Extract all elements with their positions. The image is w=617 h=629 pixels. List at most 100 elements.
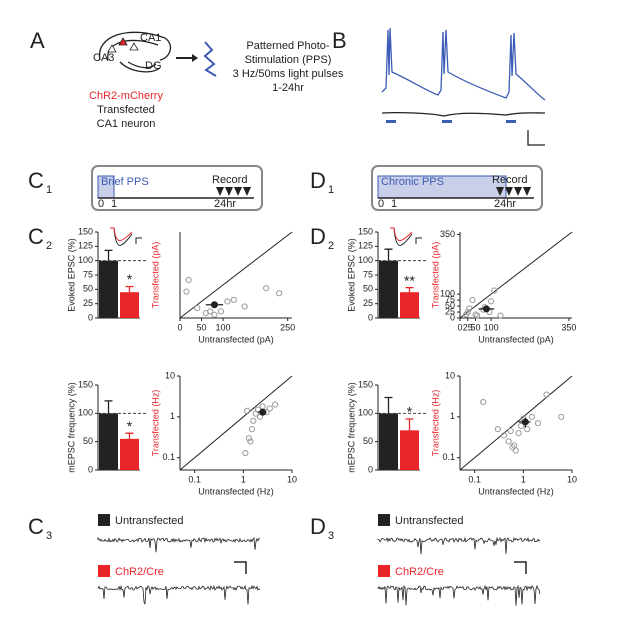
data-point xyxy=(466,305,473,312)
data-point xyxy=(558,413,565,420)
legend-swatch xyxy=(378,514,390,526)
y-tick-label: 350 xyxy=(440,229,455,239)
scale-bar xyxy=(415,237,422,244)
data-point xyxy=(242,449,249,457)
legend-label: ChR2/Cre xyxy=(395,566,444,578)
stim-label: Chronic PPS xyxy=(381,176,444,188)
y-axis-label: Transfected (pA) xyxy=(150,242,160,309)
region-label: CA1 xyxy=(140,32,161,44)
x-tick-label: 10 xyxy=(567,474,577,484)
legend-label: ChR2/Cre xyxy=(115,566,164,578)
data-point xyxy=(543,391,550,398)
x-tick-label: 1 xyxy=(241,474,246,484)
x-tick-label: 100 xyxy=(484,322,499,332)
data-point xyxy=(494,426,501,433)
time-label: 0 xyxy=(378,198,384,210)
data-point xyxy=(515,430,522,437)
y-tick-label: 50 xyxy=(445,300,455,310)
y-tick-label: 1 xyxy=(170,411,175,421)
panel-letter: C xyxy=(28,514,44,539)
time-label: 1 xyxy=(111,198,117,210)
y-tick-label: 125 xyxy=(358,241,373,251)
y-tick-label: 25 xyxy=(83,298,93,308)
data-point xyxy=(517,422,525,430)
record-marker xyxy=(243,187,251,196)
y-axis-label: Transfected (pA) xyxy=(430,242,440,309)
error-bar xyxy=(125,285,134,293)
data-point xyxy=(266,405,273,412)
current-trace xyxy=(381,111,546,117)
time-label: 0 xyxy=(98,198,104,210)
panel-sub: 2 xyxy=(46,240,52,252)
record-marker xyxy=(523,187,531,196)
data-point xyxy=(497,312,504,319)
significance: ** xyxy=(404,272,415,288)
data-point xyxy=(507,427,514,435)
data-point xyxy=(183,288,190,295)
unity-line xyxy=(459,231,573,319)
y-tick-label: 100 xyxy=(78,408,93,418)
legend-swatch xyxy=(378,565,390,577)
scale-bar xyxy=(234,561,247,574)
y-tick-label: 75 xyxy=(363,269,373,279)
region-label: CA3 xyxy=(93,52,114,64)
data-point xyxy=(245,435,252,442)
data-point xyxy=(528,413,535,420)
x-tick-label: 50 xyxy=(197,322,207,332)
y-tick-label: 0 xyxy=(368,312,373,322)
x-tick-label: 50 xyxy=(471,322,481,332)
current-trace xyxy=(377,584,541,606)
panel-sub: 3 xyxy=(328,530,334,542)
panel-sub: 2 xyxy=(328,240,334,252)
protocol-text: Patterned Photo- xyxy=(246,40,330,52)
data-point xyxy=(509,444,516,451)
stim-label: Brief PPS xyxy=(101,176,149,188)
data-point xyxy=(241,303,248,310)
data-point xyxy=(224,298,231,305)
neuron-icon xyxy=(129,42,139,51)
record-marker xyxy=(234,187,242,196)
mean-point xyxy=(259,408,267,416)
data-point xyxy=(250,417,257,424)
epsc-inset xyxy=(110,227,133,246)
error-bar xyxy=(125,432,134,439)
y-tick-label: 0.1 xyxy=(442,452,455,462)
error-bar xyxy=(405,286,414,293)
x-tick-label: 1 xyxy=(521,474,526,484)
data-point xyxy=(272,401,279,408)
y-tick-label: 150 xyxy=(358,226,373,236)
bar xyxy=(120,438,139,470)
panel-sub: 1 xyxy=(46,184,52,196)
data-point xyxy=(500,432,508,439)
error-bar xyxy=(384,248,393,261)
data-point xyxy=(211,311,218,318)
x-tick-label: 0 xyxy=(457,322,462,332)
time-label: 1 xyxy=(391,198,397,210)
panel-letter: C xyxy=(28,224,44,249)
bar xyxy=(379,413,398,470)
data-point xyxy=(248,426,255,433)
x-tick-label: 100 xyxy=(216,322,231,332)
y-tick-label: 150 xyxy=(78,226,93,236)
cell-label: Transfected xyxy=(97,104,155,116)
record-marker xyxy=(225,187,233,196)
x-tick-label: 350 xyxy=(561,322,576,332)
y-tick-label: 50 xyxy=(83,284,93,294)
data-point xyxy=(263,285,270,292)
data-point xyxy=(491,287,498,294)
x-axis-label: Untransfected (pA) xyxy=(478,334,554,344)
bar xyxy=(99,413,118,470)
scale-bar xyxy=(135,237,142,244)
neuron-icon xyxy=(118,37,128,46)
panel-letter: D xyxy=(310,224,326,249)
x-tick-label: 0.1 xyxy=(468,474,481,484)
y-tick-label: 75 xyxy=(445,294,455,304)
y-tick-label: 125 xyxy=(78,241,93,251)
x-tick-label: 0 xyxy=(177,322,182,332)
record-marker xyxy=(496,187,504,196)
data-point xyxy=(244,407,251,414)
record-marker xyxy=(505,187,513,196)
current-trace xyxy=(97,536,261,553)
x-axis-label: Untransfected (pA) xyxy=(198,334,274,344)
